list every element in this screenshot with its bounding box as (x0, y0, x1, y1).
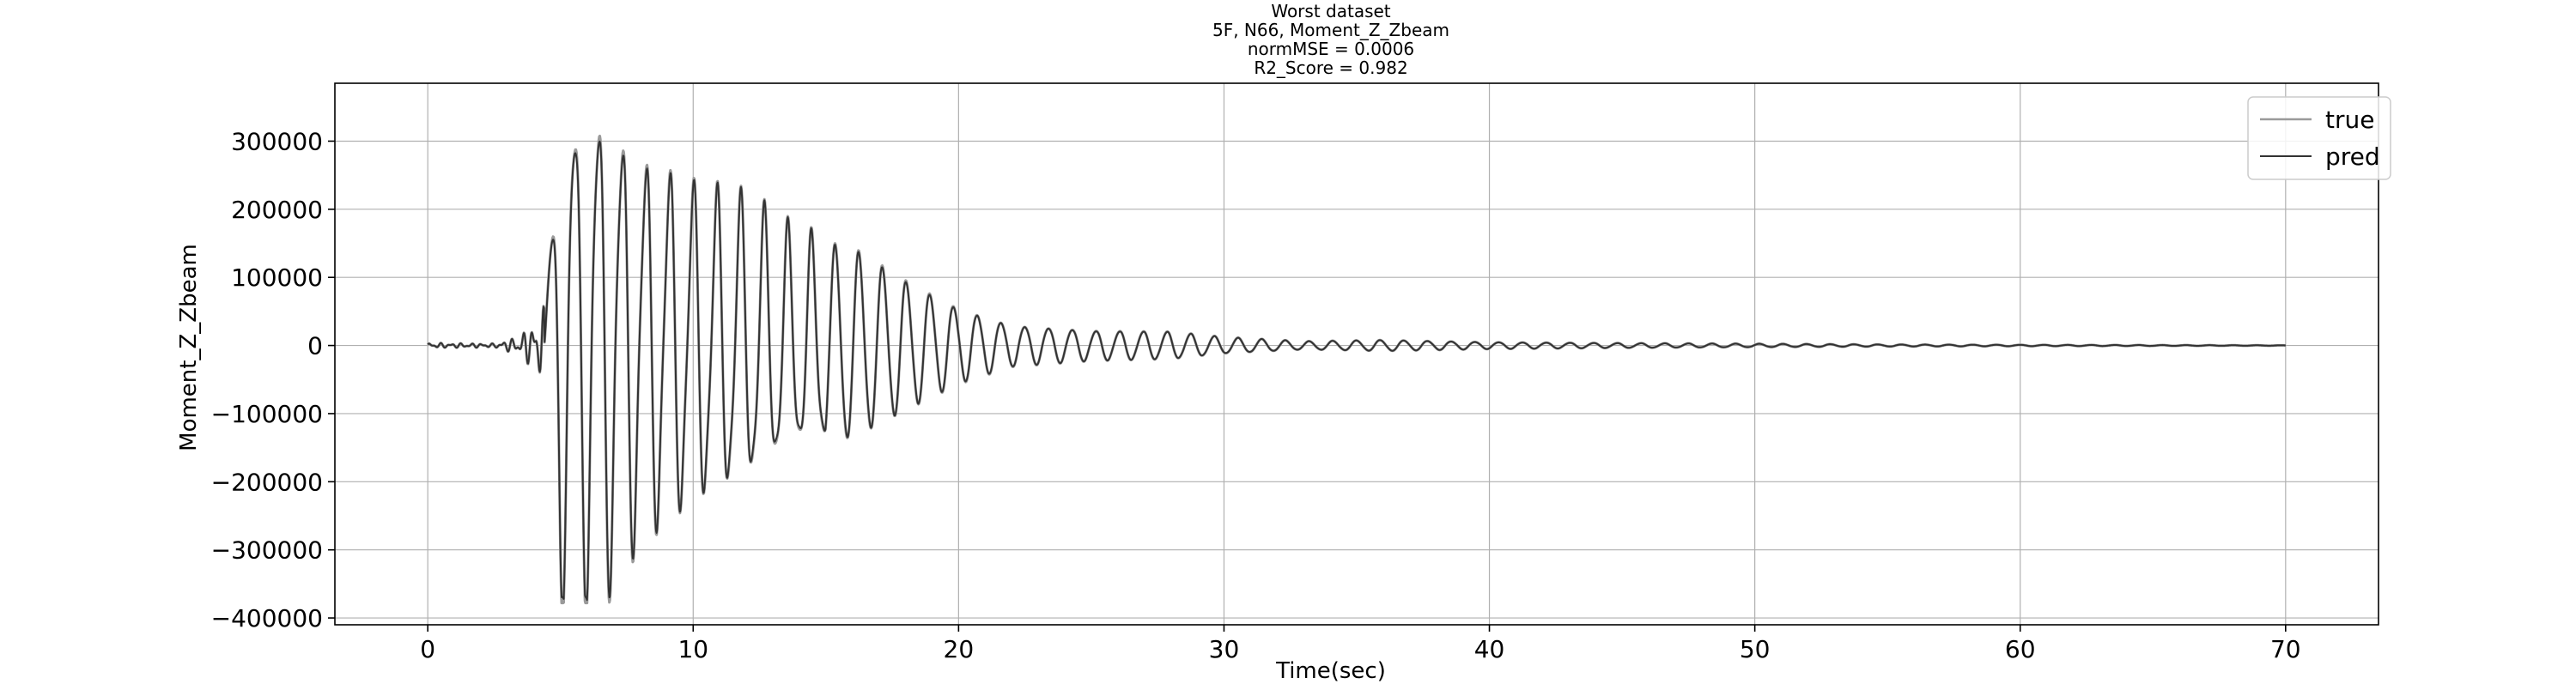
y-tick-label: 300000 (231, 127, 323, 155)
title-line-3: normMSE = 0.0006 (1248, 39, 1414, 59)
axis-ticks (328, 140, 2287, 632)
y-tick-labels: 300000 200000 100000 0 −100000 −200000 −300000… (211, 127, 323, 632)
x-axis-label: Time(sec) (1275, 658, 1386, 684)
x-tick-label: 0 (420, 635, 435, 663)
y-axis-label: Moment_Z_Zbeam (176, 244, 202, 451)
grid (335, 83, 2379, 625)
y-tick-label: −100000 (211, 400, 323, 428)
legend-label-true: true (2325, 106, 2374, 134)
legend-label-pred: pred (2325, 142, 2380, 171)
x-tick-labels: 0 10 20 30 40 50 60 70 (420, 635, 2300, 663)
y-tick-label: 0 (307, 332, 323, 360)
x-tick-label: 30 (1209, 635, 1240, 663)
x-tick-label: 70 (2270, 635, 2301, 663)
y-tick-label: 200000 (231, 196, 323, 224)
title-line-2: 5F, N66, Moment_Z_Zbeam (1212, 20, 1449, 40)
x-tick-label: 40 (1474, 635, 1505, 663)
legend-box (2247, 96, 2391, 180)
x-tick-label: 50 (1740, 635, 1771, 663)
chart-title: Worst dataset 5F, N66, Moment_Z_Zbeam no… (1212, 1, 1449, 78)
series-line-true (427, 134, 2287, 605)
y-tick-label: −300000 (211, 536, 323, 565)
x-tick-label: 10 (677, 635, 708, 663)
series-line-pred (427, 140, 2287, 602)
x-tick-label: 20 (944, 635, 975, 663)
title-line-1: Worst dataset (1271, 1, 1390, 21)
series-lines (427, 134, 2287, 605)
title-line-4: R2_Score = 0.982 (1254, 58, 1407, 78)
y-tick-label: 100000 (231, 263, 323, 292)
y-tick-label: −200000 (211, 468, 323, 496)
plot-frame (334, 82, 2379, 626)
y-tick-label: −400000 (211, 604, 323, 632)
x-tick-label: 60 (2005, 635, 2036, 663)
legend: true pred (2247, 96, 2391, 180)
